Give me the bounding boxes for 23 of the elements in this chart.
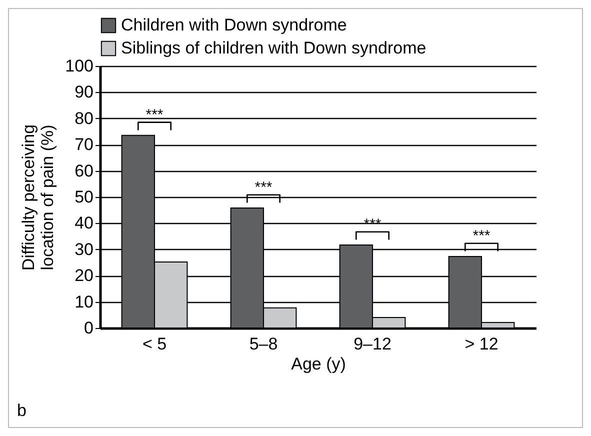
y-tick-label: 30 (74, 240, 94, 259)
x-tick-label: 9–12 (354, 334, 392, 354)
y-tick-label: 100 (65, 56, 94, 76)
y-tick-label: 90 (74, 82, 94, 102)
x-axis-title: Age (y) (291, 354, 346, 374)
legend-label: Children with Down syndrome (121, 16, 347, 34)
x-tick-label: > 12 (464, 334, 498, 354)
y-tick-label: 0 (84, 318, 94, 338)
x-tick-label: < 5 (142, 334, 167, 354)
legend-label: Siblings of children with Down syndrome (121, 38, 426, 58)
y-tick-label: 80 (74, 108, 94, 128)
text: b (17, 401, 26, 421)
y-tick-label: 60 (74, 161, 94, 180)
y-tick-label: 50 (74, 188, 94, 206)
annotation: *** (472, 227, 490, 244)
annotation: *** (146, 106, 164, 124)
y-tick-label: 20 (74, 266, 94, 286)
y-tick-label: 40 (74, 214, 94, 233)
x-tick-label: 5–8 (249, 334, 278, 354)
y-tick-label: 70 (74, 135, 94, 154)
y-axis-title: Difficulty perceiving location of pain (%) (19, 124, 58, 271)
y-tick-label: 10 (74, 292, 94, 312)
annotation: *** (254, 178, 272, 196)
